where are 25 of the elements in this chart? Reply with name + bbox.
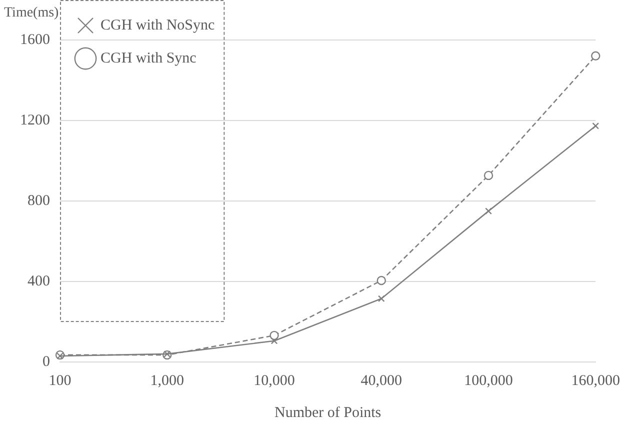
x-tick-label: 10,000 bbox=[254, 372, 295, 389]
x-tick-label: 100 bbox=[48, 372, 72, 389]
x-axis-title: Number of Points bbox=[274, 404, 382, 421]
point bbox=[164, 350, 171, 358]
y-tick-label: 1200 bbox=[20, 112, 50, 128]
x-tick-label: 40,000 bbox=[360, 372, 402, 389]
y-tick-label: 400 bbox=[28, 273, 50, 290]
point bbox=[376, 276, 386, 286]
x-tick-label: 1,000 bbox=[150, 372, 184, 389]
point bbox=[270, 330, 279, 340]
point bbox=[270, 337, 278, 344]
point bbox=[378, 295, 385, 302]
y-tick-label: 1600 bbox=[20, 32, 50, 48]
point bbox=[484, 170, 494, 180]
point bbox=[485, 208, 492, 214]
x-tick-label: 160,000 bbox=[571, 372, 620, 389]
y-tick-label: 800 bbox=[28, 192, 50, 209]
legend-label: CGH with NoSync bbox=[100, 17, 216, 34]
y-tick-label: 0 bbox=[42, 354, 50, 370]
x-tick-label: 100,000 bbox=[464, 372, 513, 389]
y-axis-title: Time(ms) bbox=[4, 6, 60, 21]
point bbox=[592, 122, 600, 130]
point bbox=[56, 352, 64, 360]
legend-label: CGH with Sync bbox=[100, 50, 197, 66]
point bbox=[591, 51, 600, 60]
